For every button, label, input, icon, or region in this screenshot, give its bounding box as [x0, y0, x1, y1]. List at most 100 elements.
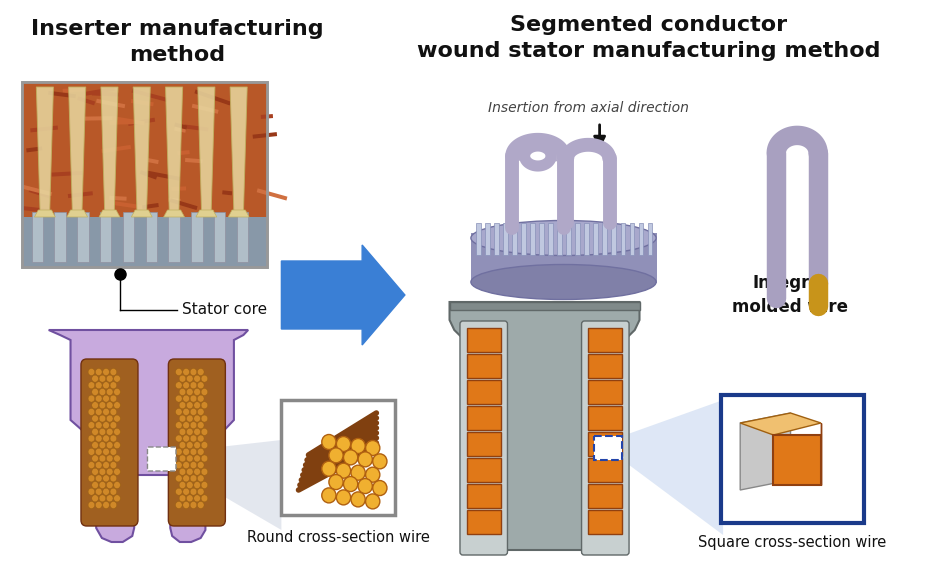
Circle shape: [197, 448, 204, 455]
Circle shape: [95, 368, 102, 375]
Circle shape: [99, 429, 105, 436]
Circle shape: [322, 434, 336, 449]
Circle shape: [193, 402, 201, 409]
Circle shape: [187, 429, 193, 436]
Circle shape: [88, 462, 94, 469]
Circle shape: [114, 388, 120, 395]
Circle shape: [88, 475, 94, 482]
Circle shape: [92, 415, 98, 422]
Circle shape: [176, 488, 182, 495]
Polygon shape: [228, 210, 249, 217]
Text: Segmented conductor
wound stator manufacturing method: Segmented conductor wound stator manufac…: [417, 15, 881, 61]
Bar: [174, 122, 187, 129]
Bar: [281, 400, 395, 515]
Circle shape: [114, 402, 120, 409]
Circle shape: [88, 435, 94, 442]
Bar: [191, 104, 218, 114]
Circle shape: [110, 462, 117, 469]
Bar: [31, 212, 43, 262]
Circle shape: [88, 395, 94, 402]
Circle shape: [92, 468, 98, 475]
Bar: [602, 223, 607, 255]
Circle shape: [358, 479, 373, 494]
Bar: [466, 484, 500, 508]
Circle shape: [88, 501, 94, 508]
Circle shape: [99, 388, 105, 395]
Bar: [588, 510, 623, 534]
Circle shape: [193, 388, 201, 395]
Circle shape: [197, 488, 204, 495]
Circle shape: [365, 494, 380, 509]
Ellipse shape: [471, 220, 656, 255]
Circle shape: [201, 455, 208, 462]
Circle shape: [114, 495, 120, 502]
Bar: [466, 354, 500, 378]
Circle shape: [197, 422, 204, 429]
Circle shape: [373, 480, 387, 496]
Bar: [466, 380, 500, 404]
Circle shape: [193, 375, 201, 382]
Bar: [22, 185, 52, 196]
Bar: [630, 223, 635, 255]
Circle shape: [110, 475, 117, 482]
Circle shape: [373, 454, 387, 469]
Circle shape: [110, 409, 117, 416]
Circle shape: [191, 422, 197, 429]
Circle shape: [187, 388, 193, 395]
Bar: [146, 170, 180, 181]
Bar: [68, 191, 92, 198]
Circle shape: [103, 435, 109, 442]
Bar: [22, 212, 267, 267]
Ellipse shape: [471, 265, 656, 300]
Bar: [102, 145, 131, 153]
Circle shape: [351, 465, 365, 480]
Circle shape: [179, 415, 186, 422]
Bar: [594, 436, 623, 460]
Circle shape: [176, 501, 182, 508]
Circle shape: [191, 368, 197, 375]
Bar: [84, 116, 114, 121]
Circle shape: [106, 468, 113, 475]
Circle shape: [103, 395, 109, 402]
Bar: [522, 223, 526, 255]
Bar: [22, 82, 267, 267]
Circle shape: [99, 375, 105, 382]
Bar: [503, 223, 508, 255]
Circle shape: [351, 492, 365, 507]
Circle shape: [106, 415, 113, 422]
Circle shape: [106, 402, 113, 409]
Bar: [588, 406, 623, 430]
Bar: [63, 87, 84, 93]
Text: Inserter manufacturing
method: Inserter manufacturing method: [31, 19, 323, 65]
Circle shape: [197, 382, 204, 389]
Circle shape: [201, 495, 208, 502]
Bar: [512, 223, 517, 255]
Circle shape: [197, 409, 204, 416]
Circle shape: [103, 409, 109, 416]
Circle shape: [193, 415, 201, 422]
Circle shape: [106, 388, 113, 395]
Circle shape: [99, 455, 105, 462]
Bar: [530, 223, 535, 255]
Circle shape: [201, 415, 208, 422]
Bar: [191, 212, 203, 262]
Bar: [174, 127, 186, 133]
Circle shape: [92, 455, 98, 462]
Circle shape: [103, 488, 109, 495]
Bar: [621, 223, 625, 255]
Bar: [466, 406, 500, 430]
Bar: [722, 395, 864, 523]
Polygon shape: [131, 210, 153, 217]
Bar: [648, 223, 652, 255]
Polygon shape: [740, 413, 791, 490]
Polygon shape: [175, 440, 281, 530]
Circle shape: [95, 395, 102, 402]
Circle shape: [193, 495, 201, 502]
Polygon shape: [133, 87, 151, 214]
Circle shape: [92, 388, 98, 395]
Circle shape: [191, 475, 197, 482]
Circle shape: [176, 422, 182, 429]
Circle shape: [99, 495, 105, 502]
Circle shape: [358, 452, 373, 467]
Bar: [109, 196, 127, 201]
